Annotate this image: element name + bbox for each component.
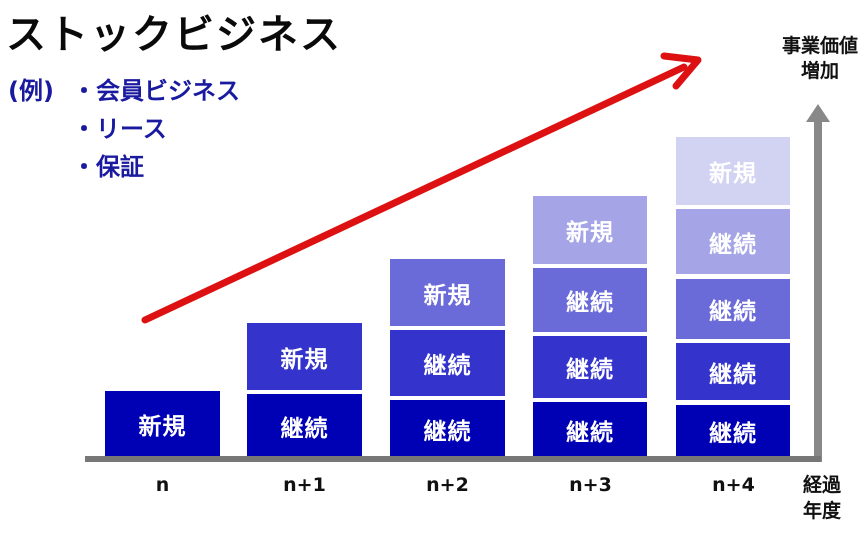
block-new: 新規	[105, 391, 220, 457]
block-continuing: 継続	[533, 336, 647, 398]
bullet-icon: ・	[72, 77, 96, 105]
x-tick-label: n+2	[426, 474, 469, 496]
block-continuing: 継続	[247, 394, 362, 457]
block-continuing: 継続	[533, 268, 647, 332]
x-axis-label: 経過 年度	[802, 474, 841, 522]
block-continuing: 継続	[676, 343, 790, 400]
y-axis-label: 事業価値 増加	[781, 35, 858, 82]
example-label: 会員ビジネス	[96, 77, 240, 105]
examples-list: (例) ・会員ビジネス ・リース ・保証	[8, 72, 240, 186]
block-new: 新規	[533, 196, 647, 264]
x-axis	[85, 456, 821, 462]
block-continuing: 継続	[676, 209, 790, 274]
bullet-icon: ・	[72, 115, 96, 143]
block-new: 新規	[390, 259, 505, 326]
x-tick-label: n+3	[569, 474, 612, 496]
block-new: 新規	[676, 137, 790, 205]
x-tick-label: n+4	[712, 474, 755, 496]
block-continuing: 継続	[676, 279, 790, 339]
example-item: ・保証	[8, 148, 240, 186]
block-continuing: 継続	[390, 330, 505, 396]
example-prefix: (例)	[8, 77, 54, 105]
example-item: ・リース	[8, 110, 240, 148]
x-tick-label: n+1	[283, 474, 326, 496]
block-continuing: 継続	[676, 405, 790, 457]
example-item: (例) ・会員ビジネス	[8, 72, 240, 110]
example-label: 保証	[96, 153, 144, 181]
y-axis	[814, 118, 822, 462]
bullet-icon: ・	[72, 153, 96, 181]
example-label: リース	[96, 115, 167, 143]
block-continuing: 継続	[533, 402, 647, 457]
page-title: ストックビジネス	[6, 12, 342, 58]
x-tick-label: n	[155, 474, 170, 496]
block-new: 新規	[247, 323, 362, 390]
y-axis-arrowhead-icon	[806, 104, 830, 122]
block-continuing: 継続	[390, 400, 505, 457]
